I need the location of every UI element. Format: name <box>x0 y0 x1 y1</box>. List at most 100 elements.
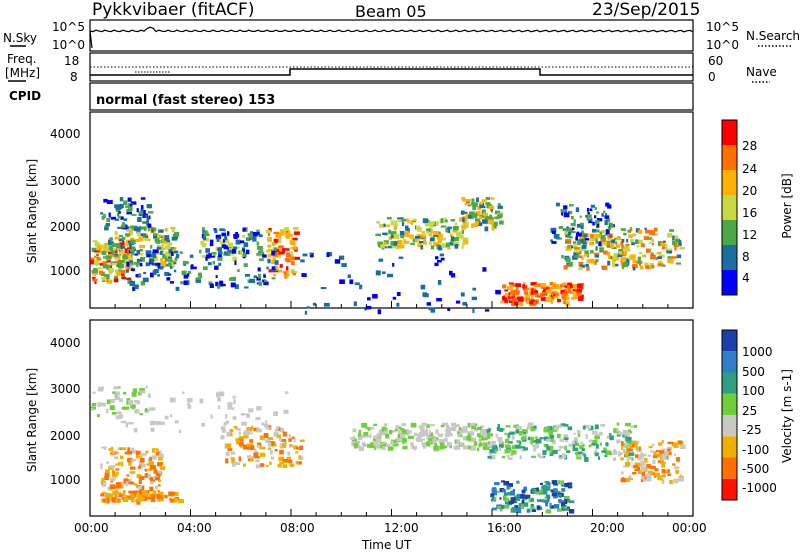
power-cell <box>169 262 172 266</box>
power-cell <box>101 250 104 255</box>
velocity-cell <box>110 399 115 404</box>
velocity-cell <box>240 445 243 448</box>
velocity-cell <box>237 428 241 431</box>
velocity-cell <box>246 427 253 432</box>
velocity-cell <box>446 427 452 432</box>
power-cell <box>507 296 514 299</box>
velocity-cell <box>127 497 132 501</box>
power-cell <box>426 228 432 233</box>
velocity-cell <box>504 499 508 505</box>
velocity-cell <box>613 428 617 433</box>
velocity-cell <box>407 435 412 439</box>
power-cell <box>607 260 611 266</box>
velocity-cell <box>130 458 136 462</box>
power-cell <box>119 203 124 208</box>
velocity-cell <box>120 447 127 451</box>
power-cell <box>567 246 570 249</box>
velocity-colorbar-segment <box>722 393 737 416</box>
power-cell <box>651 239 655 243</box>
velocity-cell <box>253 427 259 432</box>
power-cell <box>415 236 421 239</box>
velocity-cell <box>456 439 460 444</box>
velocity-cell <box>641 476 645 480</box>
velocity-cell <box>127 422 134 425</box>
velocity-cell <box>373 423 377 427</box>
power-cell <box>522 282 526 285</box>
velocity-cell <box>100 463 103 466</box>
velocity-cell <box>240 413 246 416</box>
velocity-cell <box>123 498 128 502</box>
power-colorbar-segment <box>722 170 737 195</box>
power-cell <box>573 219 576 223</box>
velocity-cell <box>255 417 261 420</box>
velocity-colorbar <box>721 329 738 501</box>
power-cell <box>179 251 183 254</box>
velocity-cell <box>148 493 152 497</box>
velocity-cell <box>617 451 621 457</box>
power-cell <box>105 223 110 227</box>
velocity-cell <box>289 463 295 467</box>
power-cell <box>140 197 146 200</box>
power-cell <box>388 229 391 234</box>
velocity-cell <box>564 440 569 443</box>
power-cell <box>263 281 269 286</box>
velocity-cell <box>521 504 525 509</box>
velocity-cell <box>550 489 554 493</box>
velocity-cell <box>667 473 671 476</box>
power-cell <box>447 226 453 229</box>
velocity-cell <box>255 464 261 469</box>
velocity-cell <box>282 464 288 468</box>
power-cell <box>574 253 580 258</box>
power-cell <box>118 273 125 276</box>
nave-label: Nave <box>746 65 777 79</box>
velocity-cell <box>654 472 661 477</box>
velocity-cell <box>435 429 439 435</box>
power-cell <box>444 219 448 223</box>
velocity-cell <box>406 429 409 434</box>
velocity-cell <box>152 407 156 411</box>
power-cell <box>661 246 665 250</box>
velocity-cell <box>426 424 431 428</box>
velocity-cell <box>598 456 601 460</box>
power-cell <box>422 218 429 223</box>
power-cell <box>585 240 589 243</box>
power-cell <box>377 309 382 315</box>
velocity-cell <box>132 388 138 393</box>
power-cell <box>157 234 161 238</box>
velocity-cell <box>241 421 247 426</box>
velocity-cell <box>152 448 156 453</box>
velocity-cell <box>661 468 666 474</box>
power-cell <box>280 229 286 233</box>
velocity-cell <box>391 430 397 433</box>
velocity-cell <box>100 493 105 497</box>
power-cell <box>175 286 180 291</box>
velocity-cell <box>646 473 652 479</box>
power-cell <box>439 253 444 257</box>
velocity-cell <box>572 440 576 445</box>
power-cell <box>152 233 159 236</box>
velocity-cell <box>261 435 266 441</box>
velocity-cell <box>542 484 548 490</box>
velocity-cell <box>540 482 543 485</box>
velocity-cell <box>261 422 265 426</box>
velocity-cell <box>534 489 537 494</box>
velocity-cell <box>445 430 451 433</box>
velocity-cell <box>276 426 280 430</box>
velocity-cell <box>157 462 162 467</box>
velocity-cell <box>399 428 405 433</box>
velocity-cell <box>667 441 674 445</box>
power-cell <box>604 215 610 219</box>
power-cell <box>170 226 176 230</box>
velocity-cell <box>233 461 237 466</box>
power-cell <box>167 254 172 260</box>
power-cell <box>537 283 541 287</box>
velocity-cell <box>170 414 173 418</box>
power-cell <box>387 273 393 278</box>
power-cell <box>135 274 142 278</box>
velocity-cell <box>519 455 522 460</box>
velocity-cell <box>498 443 504 449</box>
power-cell <box>438 233 443 238</box>
power-cell <box>508 282 514 285</box>
velocity-cell <box>433 436 436 441</box>
power-cell <box>93 250 100 253</box>
